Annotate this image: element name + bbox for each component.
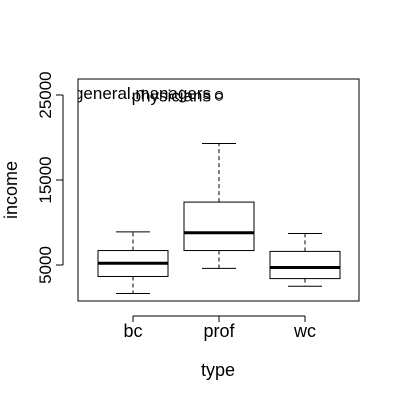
box-iqr xyxy=(270,251,340,278)
y-axis: 5000 15000 25000 xyxy=(36,71,63,284)
outlier-label: physicians xyxy=(132,87,211,106)
y-tick-label: 25000 xyxy=(36,71,55,118)
outlier-point xyxy=(216,93,223,100)
x-axis-title: type xyxy=(201,360,235,380)
boxplot-series xyxy=(98,143,340,293)
y-tick-label: 15000 xyxy=(36,156,55,203)
x-tick-label: wc xyxy=(293,321,316,341)
x-axis: bc prof wc xyxy=(123,316,316,341)
box-iqr xyxy=(184,202,254,250)
y-axis-title: income xyxy=(1,161,21,219)
x-tick-label: bc xyxy=(123,321,142,341)
box-prof xyxy=(184,143,254,268)
box-bc xyxy=(98,232,168,294)
outlier-point xyxy=(216,92,223,99)
x-tick-label: prof xyxy=(203,321,235,341)
y-tick-label: 5000 xyxy=(36,246,55,284)
box-wc xyxy=(270,234,340,287)
